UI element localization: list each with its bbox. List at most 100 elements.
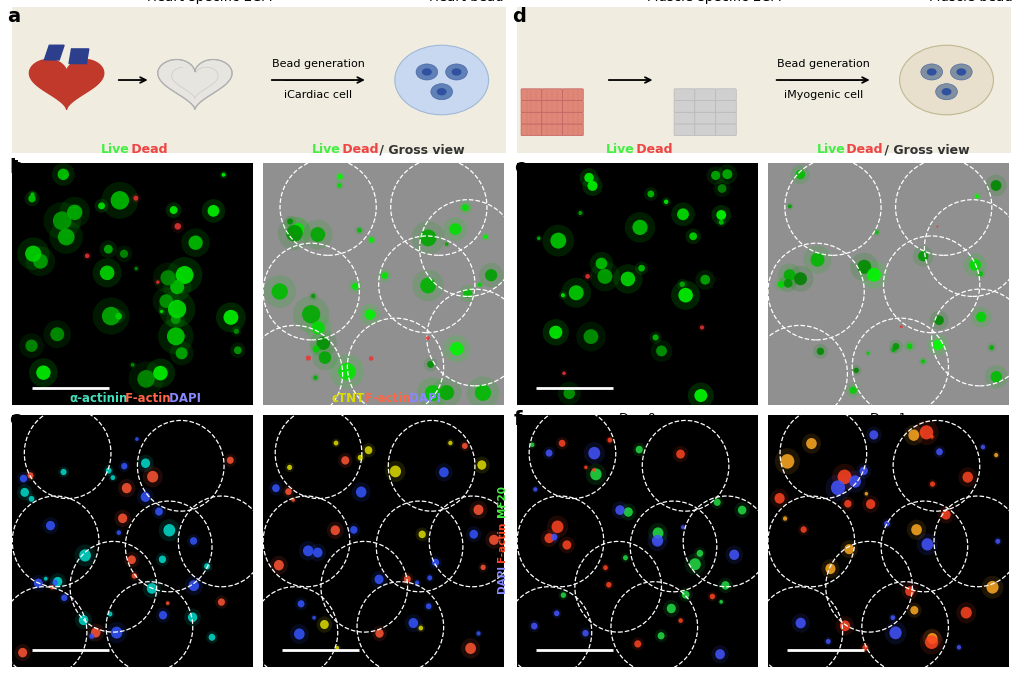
- Circle shape: [459, 285, 476, 302]
- Circle shape: [189, 537, 198, 545]
- Circle shape: [369, 356, 374, 361]
- Circle shape: [50, 577, 60, 588]
- Circle shape: [647, 191, 654, 197]
- Circle shape: [584, 329, 598, 344]
- Circle shape: [528, 620, 541, 632]
- Circle shape: [31, 192, 35, 197]
- Text: MF20: MF20: [497, 485, 507, 516]
- Circle shape: [413, 579, 421, 587]
- Circle shape: [221, 173, 225, 177]
- Circle shape: [106, 622, 127, 644]
- Circle shape: [311, 373, 319, 382]
- Circle shape: [928, 479, 937, 489]
- Circle shape: [202, 199, 225, 223]
- FancyBboxPatch shape: [674, 89, 695, 101]
- Circle shape: [551, 534, 557, 541]
- Circle shape: [985, 174, 1007, 196]
- Circle shape: [919, 357, 928, 366]
- Circle shape: [312, 345, 319, 352]
- Circle shape: [621, 272, 635, 286]
- Circle shape: [312, 345, 338, 370]
- Circle shape: [271, 283, 288, 300]
- Circle shape: [209, 634, 215, 641]
- Circle shape: [176, 266, 194, 284]
- Circle shape: [52, 163, 75, 186]
- Circle shape: [467, 377, 500, 409]
- Circle shape: [223, 310, 239, 325]
- Circle shape: [860, 261, 888, 289]
- Circle shape: [462, 204, 469, 211]
- Circle shape: [995, 539, 1000, 544]
- Circle shape: [159, 611, 167, 620]
- Circle shape: [347, 523, 360, 537]
- Circle shape: [552, 520, 563, 533]
- Circle shape: [335, 172, 345, 182]
- Circle shape: [718, 184, 726, 193]
- Circle shape: [644, 187, 657, 201]
- Circle shape: [825, 563, 836, 574]
- Circle shape: [671, 202, 694, 226]
- Circle shape: [850, 387, 857, 394]
- Circle shape: [714, 498, 721, 506]
- Circle shape: [590, 262, 620, 291]
- Circle shape: [584, 442, 605, 464]
- Circle shape: [311, 321, 325, 334]
- Text: DAPI: DAPI: [497, 565, 507, 593]
- Circle shape: [563, 387, 575, 399]
- Circle shape: [465, 643, 476, 654]
- Circle shape: [707, 166, 725, 185]
- Circle shape: [206, 631, 218, 644]
- Text: F-actin: F-actin: [360, 392, 411, 405]
- Circle shape: [664, 200, 669, 204]
- Circle shape: [961, 607, 972, 618]
- FancyBboxPatch shape: [716, 124, 736, 136]
- Circle shape: [925, 635, 938, 649]
- Circle shape: [481, 233, 489, 241]
- Circle shape: [348, 279, 362, 294]
- Circle shape: [316, 336, 330, 350]
- Circle shape: [158, 319, 194, 354]
- Circle shape: [657, 632, 665, 639]
- Circle shape: [338, 453, 352, 468]
- Circle shape: [417, 377, 449, 409]
- Circle shape: [775, 448, 800, 475]
- Circle shape: [132, 573, 137, 579]
- Circle shape: [892, 348, 896, 352]
- Circle shape: [708, 591, 717, 601]
- Circle shape: [830, 480, 845, 495]
- Circle shape: [882, 518, 892, 529]
- Text: Muscle-specific ECM: Muscle-specific ECM: [647, 0, 782, 4]
- Circle shape: [930, 481, 935, 487]
- Circle shape: [791, 165, 810, 185]
- Circle shape: [443, 240, 451, 248]
- Circle shape: [865, 350, 871, 356]
- Circle shape: [146, 583, 157, 594]
- Circle shape: [137, 370, 155, 387]
- Circle shape: [904, 425, 924, 445]
- Circle shape: [101, 182, 138, 219]
- Circle shape: [137, 455, 154, 472]
- Circle shape: [720, 600, 723, 603]
- Circle shape: [621, 503, 637, 520]
- Circle shape: [188, 580, 199, 591]
- Circle shape: [460, 441, 470, 452]
- Circle shape: [92, 298, 130, 334]
- Circle shape: [671, 281, 700, 310]
- Circle shape: [462, 443, 468, 449]
- Circle shape: [332, 439, 340, 447]
- Circle shape: [738, 506, 746, 515]
- Text: b: b: [9, 158, 24, 177]
- Circle shape: [102, 306, 121, 326]
- Circle shape: [395, 45, 488, 115]
- Text: Dead: Dead: [127, 143, 167, 156]
- Circle shape: [27, 494, 37, 504]
- Circle shape: [122, 483, 132, 493]
- Circle shape: [840, 620, 850, 631]
- Circle shape: [26, 340, 38, 352]
- Circle shape: [463, 289, 472, 298]
- Circle shape: [133, 265, 139, 272]
- Circle shape: [534, 487, 538, 492]
- Circle shape: [75, 544, 95, 567]
- Circle shape: [483, 235, 487, 239]
- Circle shape: [694, 389, 708, 402]
